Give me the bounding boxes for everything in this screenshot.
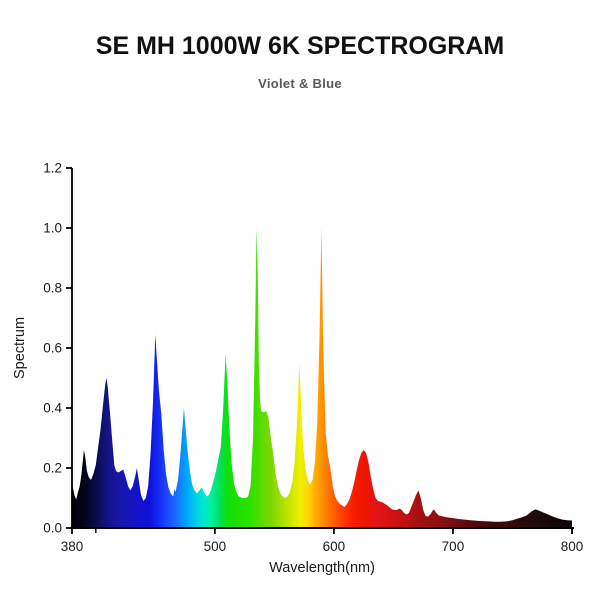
x-tick-label: 700 [442,539,465,554]
spectrum-area [72,228,572,528]
chart-title: SE MH 1000W 6K SPECTROGRAM [95,32,505,60]
x-axis-label: Wavelength(nm) [269,560,375,576]
x-tick-label: 600 [323,539,346,554]
x-tick-label: 380 [61,539,84,554]
chart-subtitle: Violet & Blue [258,76,342,91]
x-tick-label: 500 [204,539,227,554]
y-tick-label: 0.6 [43,341,62,356]
y-tick-label: 0.0 [43,521,62,536]
y-axis-label: Spectrum [12,317,28,379]
y-tick-label: 0.4 [43,401,62,416]
y-tick-label: 1.2 [43,161,62,176]
y-tick-label: 1.0 [43,221,62,236]
x-tick-label: 800 [561,539,584,554]
y-tick-label: 0.2 [43,461,62,476]
y-tick-label: 0.8 [43,281,62,296]
